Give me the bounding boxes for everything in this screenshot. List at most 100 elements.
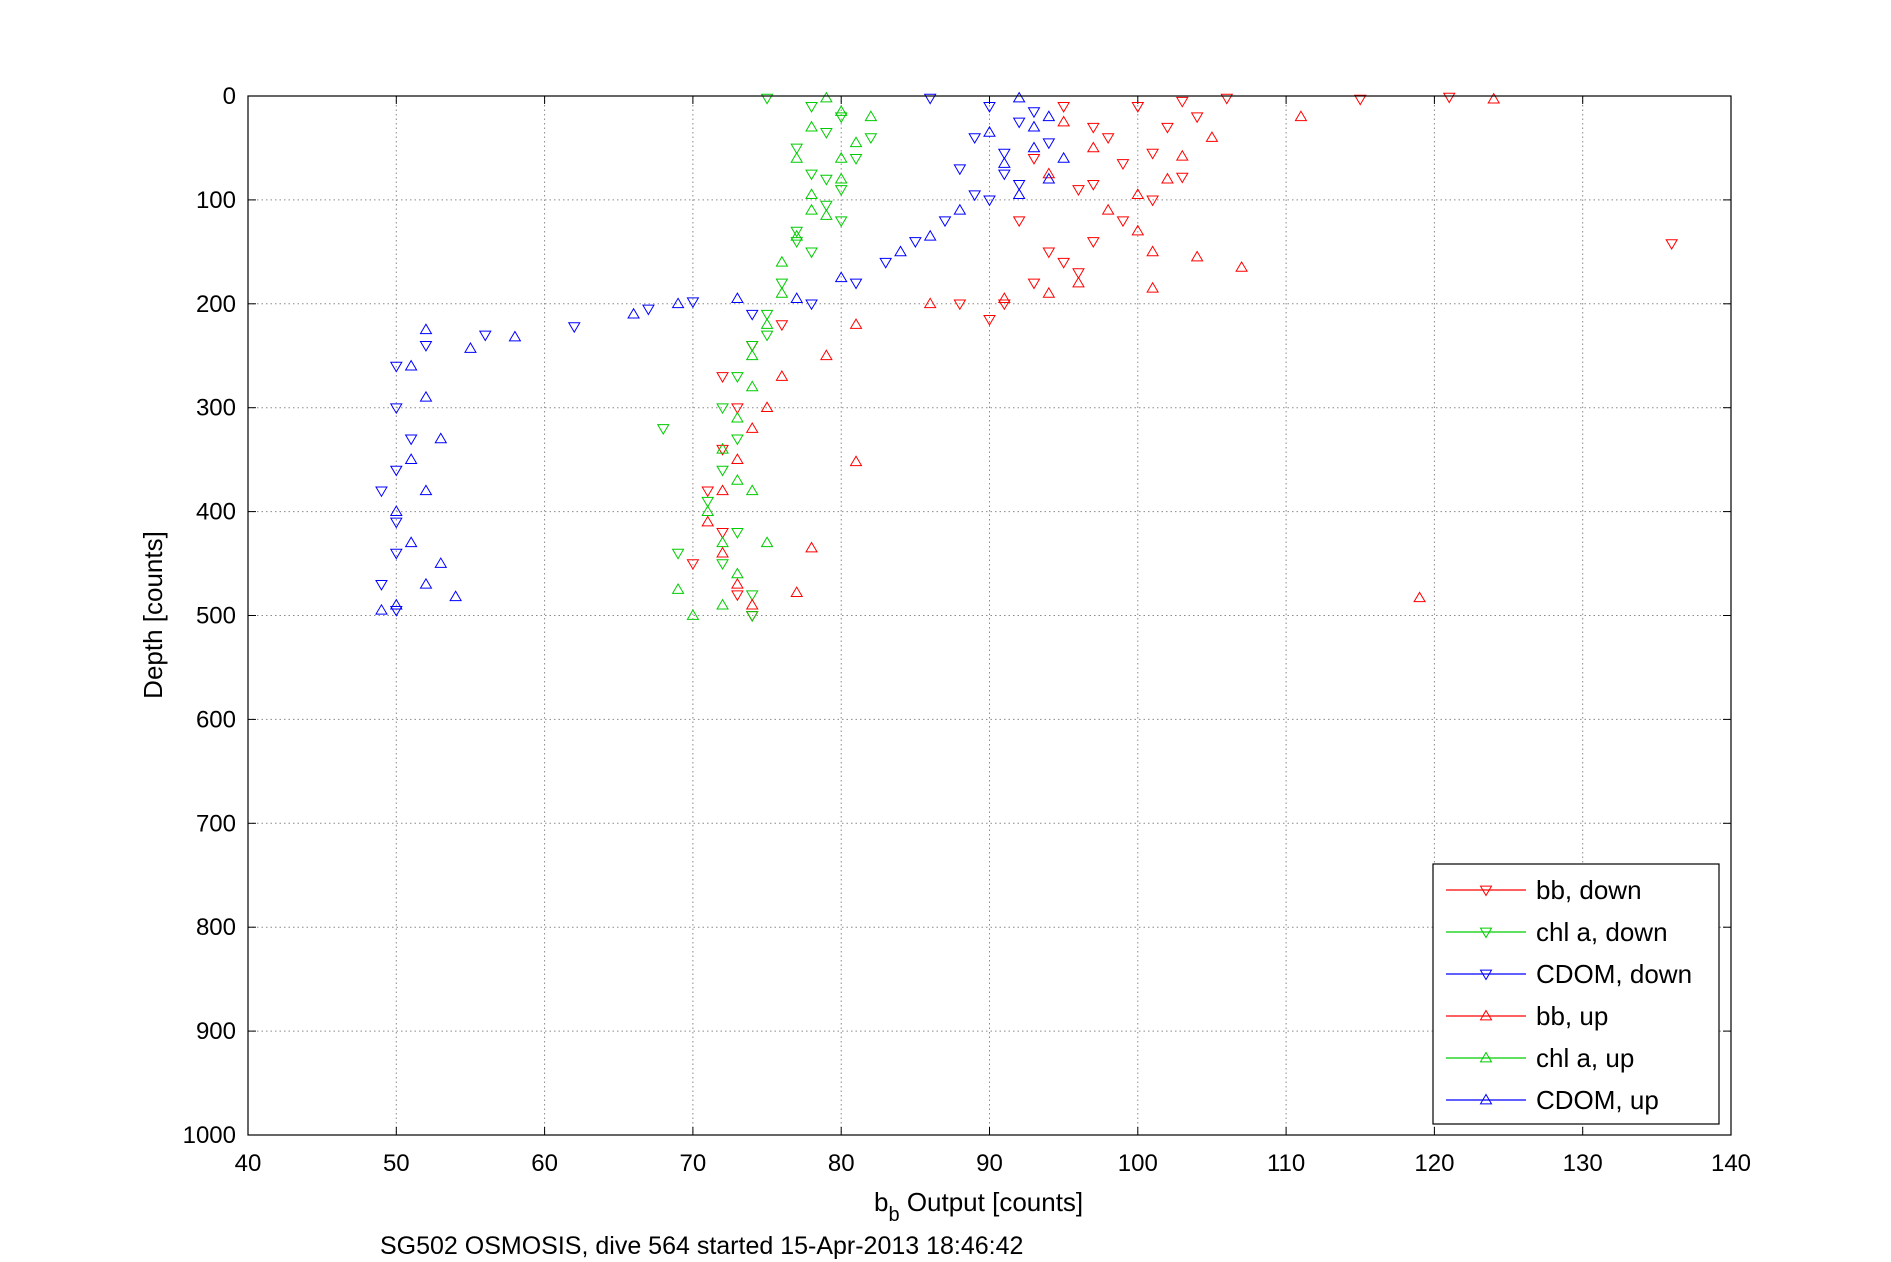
series-cdom-up bbox=[375, 91, 1071, 615]
y-tick-label: 0 bbox=[223, 83, 236, 110]
series-layer bbox=[375, 91, 1679, 622]
data-point bbox=[1012, 179, 1026, 191]
x-tick-label: 60 bbox=[531, 1150, 558, 1177]
data-point bbox=[805, 203, 818, 215]
data-point bbox=[983, 195, 996, 207]
data-point bbox=[968, 133, 982, 145]
x-tick-label: 90 bbox=[976, 1150, 1003, 1177]
data-point bbox=[849, 318, 863, 329]
data-point bbox=[834, 172, 848, 184]
data-point bbox=[671, 548, 685, 560]
y-axis-label: Depth [counts] bbox=[138, 531, 168, 699]
x-tick-label: 130 bbox=[1563, 1150, 1603, 1177]
data-point bbox=[834, 151, 848, 163]
data-point bbox=[864, 133, 878, 145]
data-point bbox=[745, 611, 759, 622]
data-point bbox=[1042, 286, 1056, 298]
series-bb-up bbox=[701, 92, 1501, 610]
data-point bbox=[731, 473, 744, 485]
data-point bbox=[745, 380, 759, 392]
data-point bbox=[790, 229, 804, 241]
legend-marker bbox=[1479, 927, 1493, 939]
data-point bbox=[716, 372, 729, 384]
data-point bbox=[849, 136, 863, 148]
data-point bbox=[805, 299, 818, 311]
data-point bbox=[375, 579, 388, 591]
data-point bbox=[1042, 172, 1056, 184]
data-point bbox=[819, 91, 833, 103]
y-tick-label: 200 bbox=[196, 291, 236, 318]
data-point bbox=[389, 605, 403, 617]
data-point bbox=[938, 216, 952, 228]
data-point bbox=[805, 169, 818, 181]
data-point bbox=[790, 586, 804, 597]
data-point bbox=[1027, 153, 1041, 165]
data-point bbox=[1294, 110, 1308, 122]
data-point bbox=[716, 536, 729, 548]
data-point bbox=[1131, 188, 1145, 200]
data-point bbox=[1131, 224, 1145, 236]
data-point bbox=[1012, 117, 1026, 129]
x-tick-labels: 40 50 60 70 80 90 100 110 120 130 140 bbox=[235, 1150, 1751, 1177]
data-point bbox=[834, 271, 848, 283]
data-point bbox=[923, 297, 937, 309]
data-point bbox=[819, 200, 833, 212]
data-point bbox=[953, 164, 967, 176]
data-point bbox=[819, 208, 833, 220]
data-point bbox=[731, 292, 744, 303]
data-point bbox=[849, 455, 863, 467]
data-point bbox=[1190, 250, 1204, 262]
data-point bbox=[1072, 185, 1085, 196]
data-point bbox=[1101, 203, 1115, 215]
data-point bbox=[1057, 115, 1071, 127]
data-point bbox=[434, 432, 448, 444]
data-point bbox=[745, 421, 759, 433]
data-point bbox=[775, 255, 789, 267]
data-point bbox=[731, 411, 744, 423]
data-point bbox=[508, 330, 522, 342]
data-point bbox=[449, 590, 462, 602]
data-point bbox=[701, 496, 715, 508]
data-point bbox=[1235, 260, 1248, 272]
data-point bbox=[464, 341, 477, 353]
data-point bbox=[997, 169, 1011, 181]
data-point bbox=[953, 203, 967, 215]
data-point bbox=[1072, 276, 1085, 288]
y-tick-label: 600 bbox=[196, 706, 236, 733]
data-point bbox=[983, 125, 996, 137]
data-point bbox=[1086, 141, 1100, 153]
legend-label: bb, up bbox=[1536, 1001, 1608, 1031]
data-point bbox=[819, 128, 833, 139]
plot-frame bbox=[247, 95, 1732, 1136]
data-point bbox=[1012, 216, 1026, 228]
data-point bbox=[997, 292, 1011, 303]
data-point bbox=[671, 297, 685, 309]
data-point bbox=[1161, 172, 1174, 184]
data-point bbox=[834, 105, 848, 116]
data-point bbox=[404, 453, 418, 464]
data-point bbox=[1057, 257, 1071, 269]
data-point bbox=[716, 546, 729, 558]
legend-label: chl a, up bbox=[1536, 1043, 1634, 1073]
data-point bbox=[1086, 237, 1100, 248]
data-point bbox=[1027, 120, 1041, 132]
data-point bbox=[1086, 122, 1100, 134]
data-point bbox=[1101, 133, 1115, 145]
data-point bbox=[389, 505, 403, 516]
data-point bbox=[389, 598, 403, 610]
y-tick-label: 900 bbox=[196, 1018, 236, 1045]
data-point bbox=[997, 157, 1011, 168]
data-point bbox=[731, 434, 744, 446]
data-point bbox=[1012, 188, 1026, 200]
data-point bbox=[701, 486, 715, 498]
data-point bbox=[375, 486, 388, 498]
y-tick-label: 500 bbox=[196, 603, 236, 630]
y-tick-label: 100 bbox=[196, 187, 236, 214]
series-bb-down bbox=[686, 92, 1679, 622]
data-point bbox=[716, 559, 729, 571]
data-point bbox=[1027, 107, 1041, 119]
data-point bbox=[1665, 239, 1679, 251]
data-point bbox=[745, 309, 759, 321]
x-tick-label: 80 bbox=[828, 1150, 855, 1177]
